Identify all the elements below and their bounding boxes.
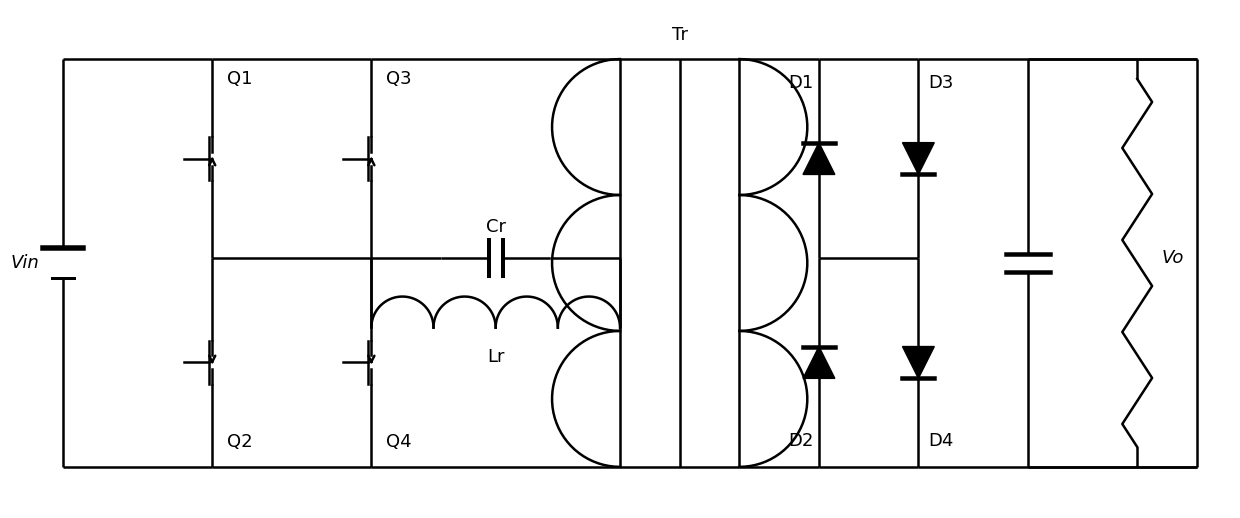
Text: Vo: Vo	[1162, 249, 1184, 267]
Polygon shape	[903, 142, 934, 175]
Text: D3: D3	[929, 74, 954, 92]
Text: Q1: Q1	[227, 70, 253, 88]
Text: D2: D2	[789, 432, 813, 450]
Polygon shape	[804, 347, 835, 378]
Text: Q4: Q4	[387, 433, 412, 451]
Text: Tr: Tr	[672, 26, 688, 44]
Text: Lr: Lr	[487, 348, 505, 366]
Text: D1: D1	[789, 74, 813, 92]
Polygon shape	[804, 142, 835, 175]
Text: D4: D4	[929, 432, 954, 450]
Text: Vin: Vin	[11, 254, 40, 272]
Text: Cr: Cr	[486, 218, 506, 236]
Polygon shape	[903, 347, 934, 378]
Text: Q3: Q3	[387, 70, 412, 88]
Text: Q2: Q2	[227, 433, 253, 451]
